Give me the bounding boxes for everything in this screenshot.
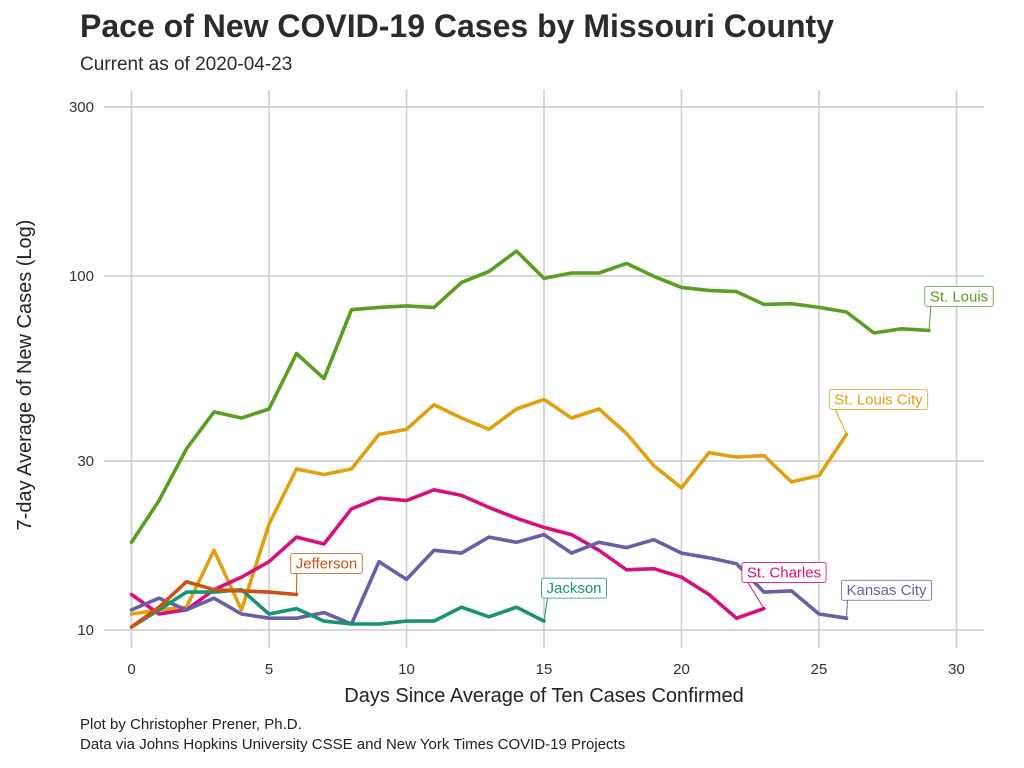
- chart-subtitle: Current as of 2020-04-23: [80, 54, 293, 75]
- y-tick-label: 10: [77, 622, 94, 639]
- series-label-leader: [846, 600, 848, 619]
- series-label-st-louis: St. Louis: [924, 285, 994, 331]
- axis-ticks: 0 5 10 15 20 25 30 10 30 100 300: [69, 99, 965, 678]
- series-line-st-charles: [129, 487, 766, 621]
- x-tick-label: 30: [948, 661, 965, 678]
- caption-author: Plot by Christopher Prener, Ph.D.: [80, 716, 302, 733]
- series-label-leader: [747, 582, 765, 609]
- gridlines: [104, 90, 984, 648]
- series-label-box: [828, 388, 929, 410]
- x-tick-label: 5: [265, 661, 273, 678]
- series-labels: St. Louis St. Louis City St. Charles Kansas…: [290, 285, 994, 622]
- series-label-text: St. Louis: [930, 288, 988, 305]
- caption-source: Data via Johns Hopkins University CSSE a…: [80, 736, 626, 753]
- x-tick-label: 20: [673, 661, 690, 678]
- series-line-jefferson: [129, 579, 299, 629]
- series-label-box: [841, 579, 932, 601]
- x-axis-title: Days Since Average of Ten Cases Confirme…: [344, 685, 743, 707]
- series-label-jackson: Jackson: [541, 577, 607, 622]
- series-label-st-charles: St. Charles: [741, 562, 827, 609]
- series-label-st-louis-city: St. Louis City: [828, 388, 929, 435]
- series-label-leader: [543, 598, 548, 622]
- series-label-box: [541, 577, 607, 599]
- series-label-text: Jackson: [546, 580, 601, 597]
- x-tick-label: 15: [536, 661, 553, 678]
- series-label-text: St. Charles: [747, 565, 821, 582]
- y-tick-label: 100: [69, 268, 94, 285]
- series-label-leader: [834, 409, 847, 435]
- series-line-st-louis-city: [129, 397, 849, 616]
- series-line-kansas-city: [129, 532, 849, 626]
- series-label-leader: [928, 306, 932, 331]
- series-lines: [129, 249, 931, 629]
- series-line-jackson: [129, 587, 546, 629]
- x-tick-label: 25: [811, 661, 828, 678]
- series-label-kansas-city: Kansas City: [841, 579, 932, 619]
- series-label-box: [741, 562, 827, 583]
- y-tick-label: 30: [77, 453, 94, 470]
- series-label-text: Kansas City: [846, 582, 927, 599]
- series-line-st-louis: [129, 249, 931, 545]
- x-tick-label: 10: [398, 661, 415, 678]
- series-label-box: [924, 285, 994, 307]
- series-label-jefferson: Jefferson: [290, 553, 363, 595]
- y-tick-label: 300: [69, 99, 94, 116]
- x-tick-label: 0: [127, 661, 135, 678]
- chart-title: Pace of New COVID-19 Cases by Missouri C…: [80, 8, 834, 44]
- series-label-box: [290, 553, 363, 574]
- series-label-text: Jefferson: [296, 556, 357, 573]
- y-axis-title: 7-day Average of New Cases (Log): [14, 220, 36, 531]
- series-label-text: St. Louis City: [834, 391, 923, 408]
